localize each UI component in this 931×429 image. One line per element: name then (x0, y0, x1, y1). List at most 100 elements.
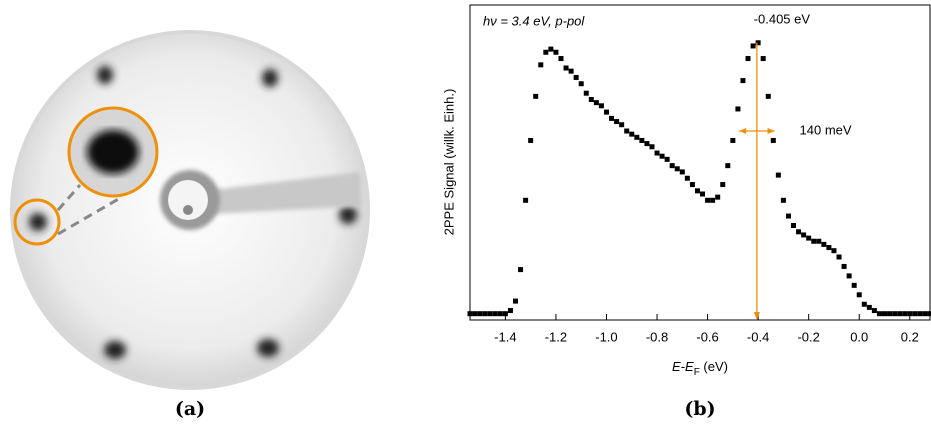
marker (649, 144, 655, 150)
marker (684, 175, 690, 181)
marker (725, 163, 731, 169)
marker (846, 273, 852, 279)
marker (659, 153, 665, 159)
marker (578, 81, 584, 87)
marker (664, 156, 670, 162)
marker (639, 137, 645, 143)
arrow-head (739, 128, 747, 134)
x-tick-label: -0.4 (747, 329, 769, 344)
marker (826, 245, 832, 251)
marker (502, 311, 508, 317)
marker (887, 311, 893, 317)
panel-label: (b) (684, 398, 715, 420)
marker (609, 115, 615, 121)
marker (705, 197, 711, 203)
width-label: 140 meV (800, 122, 852, 137)
x-tick-label: -0.2 (797, 329, 819, 344)
marker (523, 197, 529, 203)
marker (518, 267, 524, 273)
x-tick-label: 0.0 (850, 329, 868, 344)
marker (538, 62, 544, 68)
marker (765, 93, 771, 99)
x-tick-label: -1.0 (595, 329, 617, 344)
marker (917, 311, 923, 317)
marker (553, 49, 559, 55)
marker (775, 172, 781, 178)
marker (760, 56, 766, 62)
marker (694, 188, 700, 194)
marker (558, 56, 564, 62)
marker (543, 49, 549, 55)
marker (619, 122, 625, 128)
x-tick-label: 0.2 (901, 329, 919, 344)
marker (593, 100, 599, 106)
marker (780, 197, 786, 203)
marker (563, 65, 569, 71)
marker (816, 238, 822, 244)
marker (624, 128, 630, 134)
x-tick-label: -0.6 (696, 329, 718, 344)
marker (841, 263, 847, 269)
marker (507, 308, 513, 314)
marker (907, 311, 913, 317)
marker (497, 311, 503, 317)
arrow-head (753, 312, 760, 320)
marker (720, 182, 726, 188)
arrow-head (767, 128, 775, 134)
marker (614, 119, 620, 125)
marker (856, 292, 862, 298)
marker (897, 311, 903, 317)
marker (512, 298, 518, 304)
leed-image (10, 30, 370, 390)
marker (871, 308, 877, 314)
x-tick-label: -1.4 (494, 329, 516, 344)
marker (715, 194, 721, 200)
peak-label: -0.405 eV (754, 11, 811, 26)
marker (892, 311, 898, 317)
marker (533, 93, 539, 99)
marker (467, 311, 473, 317)
marker (573, 74, 579, 80)
x-axis-label: E-EF (eV) (672, 359, 728, 377)
marker (922, 311, 928, 317)
marker (598, 103, 604, 109)
marker (710, 197, 716, 203)
annotation: hν = 3.4 eV, p-pol (483, 13, 585, 28)
marker (836, 254, 842, 260)
marker (882, 311, 888, 317)
marker (785, 213, 791, 219)
marker (861, 301, 867, 307)
marker (750, 43, 756, 49)
marker (629, 131, 635, 137)
marker (603, 109, 609, 115)
marker (528, 137, 534, 143)
marker (876, 311, 882, 317)
marker (583, 90, 589, 96)
marker (669, 163, 675, 169)
marker (866, 304, 872, 310)
marker (740, 78, 746, 84)
marker (927, 311, 931, 317)
x-tick-label: -1.2 (545, 329, 567, 344)
x-label-part: (eV) (700, 359, 728, 374)
marker (700, 191, 706, 197)
marker (482, 311, 488, 317)
marker (912, 311, 918, 317)
marker (806, 235, 812, 241)
marker (811, 238, 817, 244)
x-tick-label: -0.8 (646, 329, 668, 344)
marker (770, 137, 776, 143)
marker (634, 134, 640, 140)
marker (796, 229, 802, 235)
marker (548, 46, 554, 52)
marker (730, 137, 736, 143)
marker (674, 166, 680, 172)
panel-label: (a) (175, 398, 205, 420)
marker (588, 97, 594, 102)
marker (791, 223, 797, 228)
marker (745, 56, 751, 62)
marker (492, 311, 498, 317)
marker (679, 169, 685, 175)
x-label-part: E-E (672, 359, 694, 374)
